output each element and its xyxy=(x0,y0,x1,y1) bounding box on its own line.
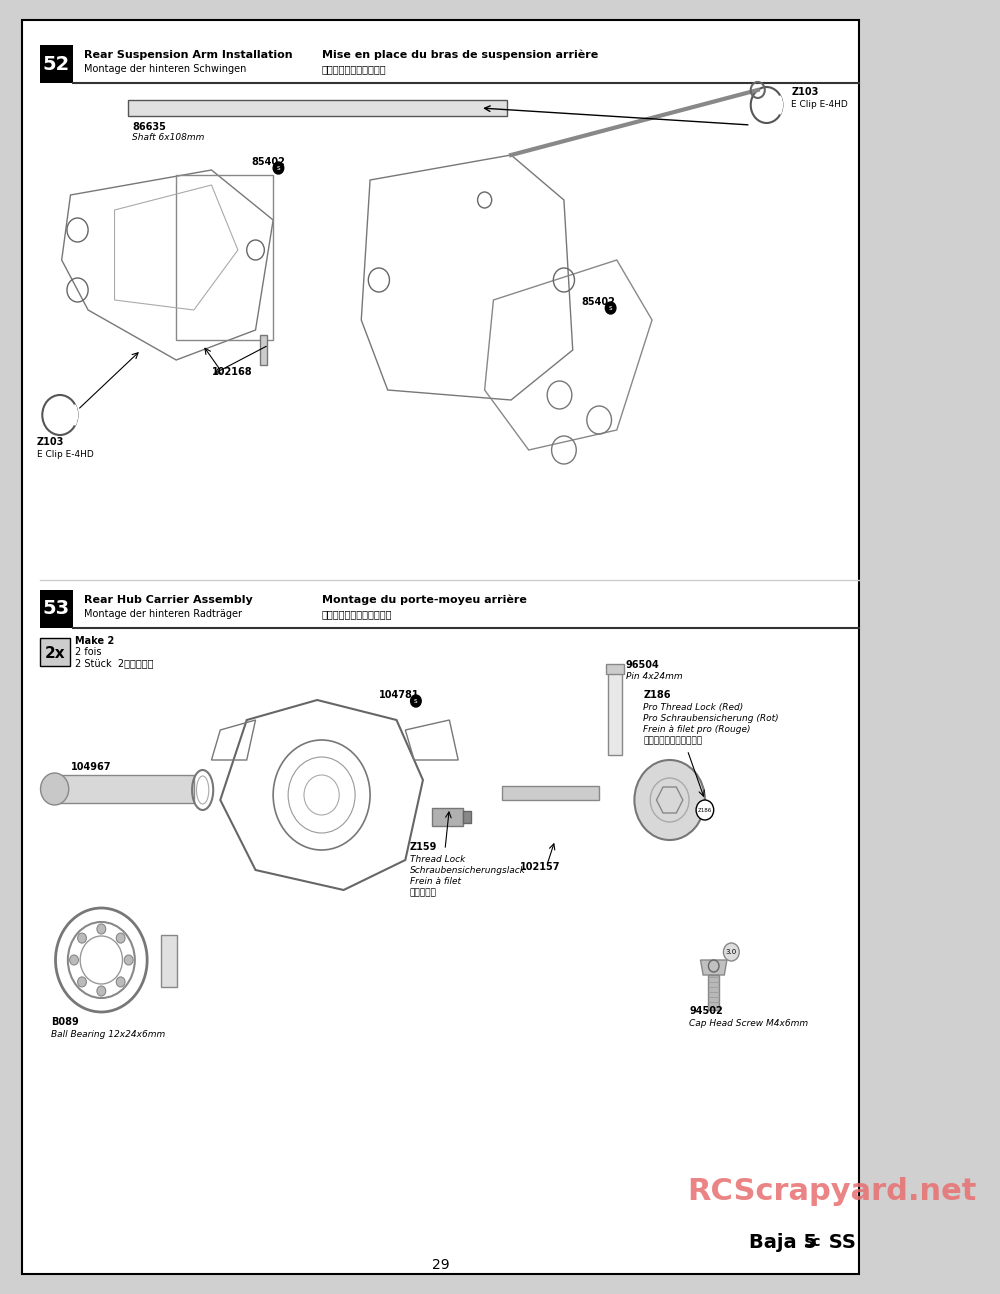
Text: Rear Suspension Arm Installation: Rear Suspension Arm Installation xyxy=(84,50,292,60)
Bar xyxy=(40,590,73,628)
Text: ネジロック剤（レッド）: ネジロック剤（レッド） xyxy=(643,736,702,745)
Text: 3.0: 3.0 xyxy=(726,949,737,955)
Circle shape xyxy=(723,943,739,961)
Text: Z186: Z186 xyxy=(643,690,671,700)
Bar xyxy=(128,100,507,116)
Bar xyxy=(53,775,194,804)
Circle shape xyxy=(97,986,106,996)
Circle shape xyxy=(605,302,616,314)
Text: SS: SS xyxy=(822,1232,856,1251)
Circle shape xyxy=(116,933,125,943)
Text: Z103: Z103 xyxy=(791,87,819,97)
Text: E Clip E-4HD: E Clip E-4HD xyxy=(37,450,94,459)
Text: 104781: 104781 xyxy=(379,690,420,700)
Text: ネジ止め糊: ネジ止め糊 xyxy=(410,888,437,897)
Text: Montage der hinteren Schwingen: Montage der hinteren Schwingen xyxy=(84,63,246,74)
Text: Thread Lock: Thread Lock xyxy=(410,855,465,864)
Circle shape xyxy=(97,924,106,934)
Text: E Clip E-4HD: E Clip E-4HD xyxy=(791,100,848,109)
Text: 2x: 2x xyxy=(44,647,65,661)
Circle shape xyxy=(70,955,78,965)
Circle shape xyxy=(41,773,69,805)
Text: 94502: 94502 xyxy=(689,1005,723,1016)
Circle shape xyxy=(78,977,86,987)
Text: Make 2: Make 2 xyxy=(75,635,114,646)
Text: 102157: 102157 xyxy=(520,862,560,872)
Polygon shape xyxy=(700,960,727,974)
Circle shape xyxy=(696,800,714,820)
Bar xyxy=(432,807,463,826)
Text: 53: 53 xyxy=(43,599,70,619)
Text: Z159: Z159 xyxy=(410,842,437,851)
Text: Ball Bearing 12x24x6mm: Ball Bearing 12x24x6mm xyxy=(51,1030,165,1039)
Text: 102168: 102168 xyxy=(211,367,252,377)
Text: 85402: 85402 xyxy=(251,157,285,167)
Text: 104967: 104967 xyxy=(70,762,111,773)
Text: s: s xyxy=(609,305,612,311)
Text: Schraubensicherungslack: Schraubensicherungslack xyxy=(410,866,526,875)
Text: 86635: 86635 xyxy=(132,122,166,132)
Text: sc: sc xyxy=(804,1234,821,1249)
Text: リアサスアームの取付け: リアサスアームの取付け xyxy=(322,63,386,74)
Text: Z186: Z186 xyxy=(698,807,712,813)
Bar xyxy=(606,664,624,674)
Text: 96504: 96504 xyxy=(626,660,659,670)
Text: リアハブキャリアの組立て: リアハブキャリアの組立て xyxy=(322,609,392,619)
Text: Rear Hub Carrier Assembly: Rear Hub Carrier Assembly xyxy=(84,595,252,606)
Circle shape xyxy=(116,977,125,987)
Text: Baja 5: Baja 5 xyxy=(749,1232,817,1251)
Text: s: s xyxy=(414,697,418,704)
Text: 2 Stück  2個作ります: 2 Stück 2個作ります xyxy=(75,659,153,668)
Text: Frein à filet: Frein à filet xyxy=(410,877,461,886)
Text: 85402: 85402 xyxy=(582,298,615,307)
Text: Pin 4x24mm: Pin 4x24mm xyxy=(626,672,682,681)
Text: Montage der hinteren Radträger: Montage der hinteren Radträger xyxy=(84,609,242,619)
Text: B089: B089 xyxy=(51,1017,79,1027)
Bar xyxy=(161,936,177,987)
Text: Mise en place du bras de suspension arrière: Mise en place du bras de suspension arri… xyxy=(322,49,598,60)
Text: Pro Thread Lock (Red): Pro Thread Lock (Red) xyxy=(643,703,743,712)
Text: RCScrapyard.net: RCScrapyard.net xyxy=(687,1178,977,1206)
Circle shape xyxy=(273,162,284,173)
Text: s: s xyxy=(277,166,280,171)
Text: Z103: Z103 xyxy=(37,437,64,446)
Text: 52: 52 xyxy=(43,54,70,74)
Text: Montage du porte-moyeu arrière: Montage du porte-moyeu arrière xyxy=(322,594,526,606)
Circle shape xyxy=(78,933,86,943)
Bar xyxy=(608,670,622,754)
Bar xyxy=(708,974,719,1011)
Circle shape xyxy=(124,955,133,965)
Wedge shape xyxy=(767,96,782,114)
Text: 29: 29 xyxy=(432,1258,449,1272)
Text: Shaft 6x108mm: Shaft 6x108mm xyxy=(132,133,205,142)
Circle shape xyxy=(411,695,421,707)
Bar xyxy=(40,638,70,666)
Bar xyxy=(260,335,267,365)
Text: Pro Schraubensicherung (Rot): Pro Schraubensicherung (Rot) xyxy=(643,714,779,723)
Text: Frein à filet pro (Rouge): Frein à filet pro (Rouge) xyxy=(643,725,751,734)
Bar xyxy=(463,811,471,823)
Wedge shape xyxy=(60,405,78,424)
Bar xyxy=(40,45,73,83)
Circle shape xyxy=(634,760,705,840)
Bar xyxy=(502,785,599,800)
Text: 2 fois: 2 fois xyxy=(75,647,101,657)
Text: Cap Head Screw M4x6mm: Cap Head Screw M4x6mm xyxy=(689,1018,808,1027)
